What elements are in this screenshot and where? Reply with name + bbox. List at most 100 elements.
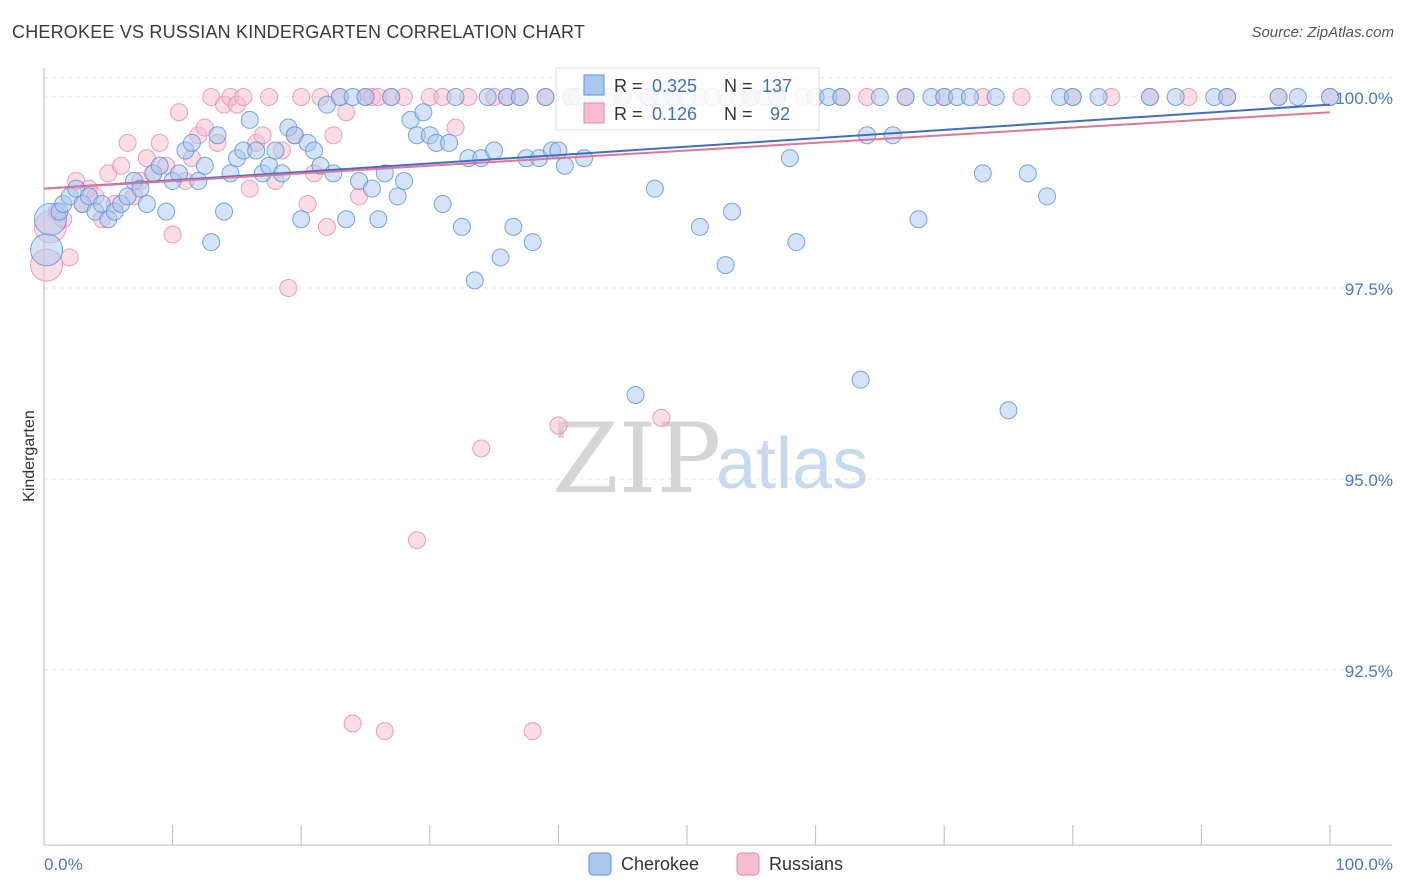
russians-point-61	[472, 439, 491, 458]
cherokee-point-24	[189, 172, 208, 191]
cherokee-point-36	[266, 141, 285, 160]
cherokee-point-74	[510, 88, 529, 106]
russians-point-12	[112, 156, 131, 175]
legend-correlation: R = 0.325 N = 137 R = 0.126 N = 92	[555, 67, 820, 131]
cherokee-point-81	[555, 156, 574, 175]
russians-point-13	[118, 133, 137, 152]
legend-n-value-cherokee: 137	[762, 76, 792, 96]
cherokee-point-130	[1288, 88, 1307, 106]
cherokee-point-32	[240, 110, 259, 129]
russians-point-4	[60, 248, 79, 267]
russians-point-59	[446, 118, 465, 137]
cherokee-point-112	[909, 210, 928, 229]
cherokee-point-47	[337, 210, 356, 229]
legend-r-value-russians: 0.126	[652, 104, 697, 124]
cherokee-point-51	[362, 179, 381, 198]
russians-point-84	[1012, 88, 1031, 106]
russians-point-32	[240, 179, 259, 198]
legend-r-label-cherokee: R =	[614, 76, 643, 96]
cherokee-point-120	[1018, 164, 1037, 183]
russians-point-65	[523, 722, 542, 741]
cherokee-point-78	[536, 88, 555, 106]
cherokee-point-52	[369, 210, 388, 229]
cherokee-point-64	[446, 88, 465, 106]
cherokee-point-107	[851, 370, 870, 389]
y-tick-label-1: 95.0%	[1345, 471, 1393, 490]
trend-lines	[43, 103, 1331, 190]
watermark: ZIP atlas	[552, 403, 868, 515]
cherokee-point-116	[960, 88, 979, 106]
cherokee-point-29	[221, 164, 240, 183]
russians-point-56	[407, 531, 426, 550]
legend-n-label-russians: N =	[724, 104, 753, 124]
legend-bottom-label-cherokee: Cherokee	[621, 854, 699, 874]
cherokee-point-111	[896, 88, 915, 106]
russians-point-40	[292, 88, 311, 106]
cherokee-point-55	[388, 187, 407, 206]
cherokee-point-62	[433, 194, 452, 213]
cherokee-point-15	[131, 179, 150, 198]
cherokee-point-16	[137, 194, 156, 213]
cherokee-point-110	[883, 126, 902, 145]
y-tick-label-0: 92.5%	[1345, 662, 1393, 681]
legend-bottom-swatch-russians	[736, 852, 760, 876]
cherokee-point-97	[723, 202, 742, 221]
russians-point-20	[163, 225, 182, 244]
gridlines	[44, 77, 1392, 671]
cherokee-point-118	[986, 88, 1005, 106]
cherokee-point-67	[465, 271, 484, 290]
cherokee-point-40	[292, 210, 311, 229]
legend-r-value-cherokee: 0.325	[652, 76, 697, 96]
russians-point-34	[253, 126, 272, 145]
legend-bottom-label-russians: Russians	[769, 854, 843, 874]
cherokee-point-90	[645, 179, 664, 198]
cherokee-point-76	[523, 233, 542, 252]
russians-point-38	[279, 279, 298, 297]
y-tick-labels: 92.5% 95.0% 97.5% 100.0%	[1335, 89, 1393, 681]
cherokee-point-96	[716, 256, 735, 275]
russians-point-44	[317, 217, 336, 236]
russians-point-72	[652, 408, 671, 427]
cherokee-point-117	[973, 164, 992, 183]
cherokee-point-94	[690, 217, 709, 236]
cherokee-point-54	[382, 88, 401, 106]
cherokee-point-50	[356, 88, 375, 106]
cherokee-point-129	[1269, 88, 1288, 106]
russians-point-41	[298, 194, 317, 213]
russians-point-67	[549, 416, 568, 435]
source-credit: Source: ZipAtlas.com	[1251, 24, 1394, 41]
cherokee-point-33	[247, 141, 266, 160]
legend-swatch-russians	[583, 102, 605, 124]
cherokee-point-106	[832, 88, 851, 106]
y-axis-title: Kindergarten	[21, 410, 38, 502]
x-tick-labels: 0.0% 100.0%	[44, 855, 1393, 874]
legend-swatch-cherokee	[583, 74, 605, 96]
axes	[43, 68, 1392, 846]
legend-r-label-russians: R =	[614, 104, 643, 124]
watermark-zip: ZIP	[552, 403, 721, 515]
russians-trend-line	[43, 111, 1331, 190]
cherokee-point-126	[1166, 88, 1185, 106]
cherokee-point-23	[182, 133, 201, 152]
russians-point-18	[150, 133, 169, 152]
russians-point-53	[375, 722, 394, 741]
cherokee-point-65	[452, 217, 471, 236]
russians-point-31	[234, 88, 253, 106]
cherokee-point-56	[395, 172, 414, 191]
russians-point-35	[260, 88, 279, 106]
cherokee-point-124	[1089, 88, 1108, 106]
cherokee-trend-line	[43, 103, 1331, 190]
russians-point-45	[324, 126, 343, 145]
x-tick-label-1: 100.0%	[1335, 855, 1393, 874]
legend-n-label-cherokee: N =	[724, 76, 753, 96]
cherokee-point-27	[208, 126, 227, 145]
cherokee-point-119	[999, 401, 1018, 420]
cherokee-point-69	[478, 88, 497, 106]
cherokee-point-109	[870, 88, 889, 106]
cherokee-point-125	[1140, 88, 1159, 106]
cherokee-point-0	[30, 233, 64, 267]
cherokee-point-18	[150, 156, 169, 175]
cherokee-point-103	[787, 233, 806, 252]
cherokee-point-88	[626, 385, 645, 404]
